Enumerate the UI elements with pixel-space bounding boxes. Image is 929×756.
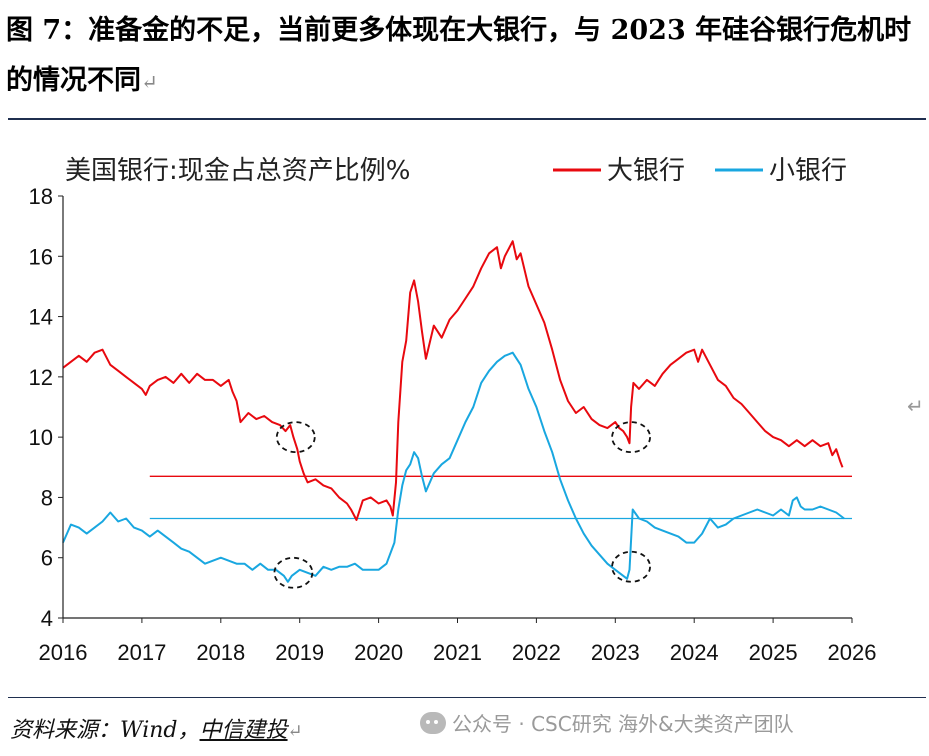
reference-lines xyxy=(149,475,852,520)
x-tick-label: 2021 xyxy=(433,640,482,665)
legend-label-小银行: 小银行 xyxy=(769,156,847,186)
x-tick-label: 2019 xyxy=(275,640,324,665)
wechat-icon xyxy=(420,711,446,734)
y-tick-label: 6 xyxy=(41,546,53,571)
y-tick-label: 14 xyxy=(29,305,53,330)
highlight-circle-小银行 xyxy=(611,550,651,583)
axes xyxy=(58,195,853,623)
tick-labels: 4 6 8 10 12 14 16 18 2016 2017 2018 2019 2020 2021 202… xyxy=(29,184,877,665)
y-tick-label: 12 xyxy=(29,365,53,390)
x-tick-label: 2018 xyxy=(196,640,245,665)
x-tick-label: 2017 xyxy=(117,640,166,665)
legend-label-大银行: 大银行 xyxy=(607,156,685,186)
series-lines xyxy=(62,240,845,583)
chart-title: 美国银行:现金占总资产比例% xyxy=(65,156,410,186)
highlight-circle-大银行 xyxy=(275,421,316,454)
y-tick-label: 16 xyxy=(29,244,53,269)
watermark: 公众号 · CSC研究 海外&大类资产团队 xyxy=(420,708,794,737)
side-return-mark: ↵ xyxy=(907,394,924,418)
figure-title: 图 7：准备金的不足，当前更多体现在大银行，与 2023 年硅谷银行危机时的情况… xyxy=(6,15,912,96)
x-tick-label: 2023 xyxy=(591,640,640,665)
x-tick-label: 2022 xyxy=(512,640,561,665)
source-note: 资料来源：Wind，中信建投↵ xyxy=(10,718,303,743)
x-tick-label: 2025 xyxy=(749,640,798,665)
cash-ratio-chart: 4 6 8 10 12 14 16 18 2016 2017 2018 2019 2020 2021 202… xyxy=(29,156,877,665)
source-return-mark: ↵ xyxy=(287,721,303,742)
series-line-大银行 xyxy=(62,240,844,521)
x-tick-label: 2026 xyxy=(828,640,877,665)
series-line-小银行 xyxy=(62,351,845,583)
highlight-circle-小银行 xyxy=(273,556,314,589)
y-tick-label: 4 xyxy=(41,606,53,631)
bottom-rule xyxy=(8,697,926,698)
y-tick-label: 8 xyxy=(41,485,53,510)
y-tick-label: 10 xyxy=(29,425,53,450)
highlight-circles xyxy=(273,421,651,589)
top-rule xyxy=(8,118,926,120)
source-org: 中信建投 xyxy=(199,718,288,743)
return-mark: ↵ xyxy=(141,70,158,94)
x-tick-label: 2020 xyxy=(354,640,403,665)
legend: 美国银行:现金占总资产比例% 大银行 小银行 xyxy=(65,156,847,186)
x-tick-label: 2016 xyxy=(39,640,88,665)
y-tick-label: 18 xyxy=(29,184,53,209)
x-tick-label: 2024 xyxy=(670,640,719,665)
highlight-circle-大银行 xyxy=(611,421,651,454)
